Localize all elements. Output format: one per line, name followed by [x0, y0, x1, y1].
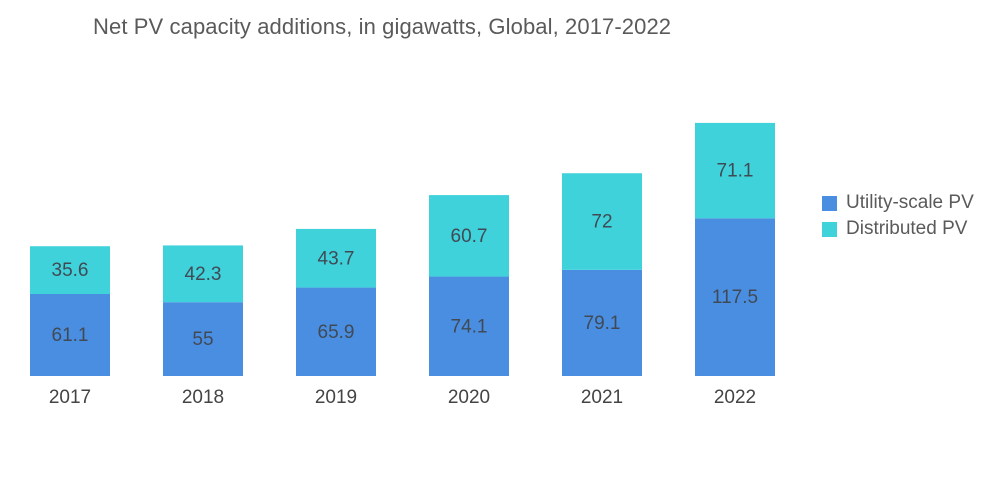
value-label-utility-scale-pv-2021: 79.1 [584, 313, 621, 334]
x-tick-label-2021: 2021 [581, 387, 623, 408]
bar-utility-scale-pv-2018 [163, 302, 243, 376]
bar-utility-scale-pv-2017 [30, 294, 110, 376]
legend-label: Distributed PV [846, 218, 968, 239]
x-tick-label-2022: 2022 [714, 387, 756, 408]
bar-distributed-pv-2022 [695, 122, 775, 219]
value-label-distributed-pv-2020: 60.7 [451, 226, 488, 247]
legend-item-distributed[interactable]: Distributed PV [822, 216, 974, 242]
x-tick-label-2020: 2020 [448, 387, 490, 408]
value-label-utility-scale-pv-2017: 61.1 [52, 325, 89, 346]
value-label-utility-scale-pv-2019: 65.9 [318, 322, 355, 343]
x-tick-label-2017: 2017 [49, 387, 91, 408]
value-label-utility-scale-pv-2018: 55 [192, 329, 213, 350]
legend-item-utility-scale[interactable]: Utility-scale PV [822, 190, 974, 216]
value-label-utility-scale-pv-2022: 117.5 [712, 287, 758, 308]
x-tick-label-2019: 2019 [315, 387, 357, 408]
bar-utility-scale-pv-2022 [695, 218, 775, 376]
x-tick-label-2018: 2018 [182, 387, 224, 408]
legend-label: Utility-scale PV [846, 192, 974, 213]
bar-distributed-pv-2020 [429, 195, 509, 277]
value-label-distributed-pv-2022: 71.1 [717, 161, 754, 182]
bar-utility-scale-pv-2021 [562, 269, 642, 376]
bars-group [30, 122, 775, 376]
bar-distributed-pv-2017 [30, 246, 110, 295]
x-axis-ticks: 2017 2018 2019 2020 2021 2022 [49, 387, 756, 408]
bar-distributed-pv-2018 [163, 245, 243, 303]
legend-swatch-distributed [822, 221, 837, 237]
legend-swatch-utility-scale [822, 195, 837, 211]
chart-title: Net PV capacity additions, in gigawatts,… [93, 14, 672, 39]
value-label-distributed-pv-2021: 72 [591, 212, 612, 233]
value-labels-group: 61.1 35.6 55 42.3 65.9 43.7 74.1 60.7 79.1 72 117.… [52, 161, 759, 350]
bar-distributed-pv-2019 [296, 228, 376, 288]
value-label-distributed-pv-2019: 43.7 [318, 248, 355, 269]
value-label-distributed-pv-2017: 35.6 [52, 260, 89, 281]
bar-distributed-pv-2021 [562, 173, 642, 270]
bar-utility-scale-pv-2019 [296, 287, 376, 376]
legend: Utility-scale PV Distributed PV [822, 190, 974, 242]
bar-utility-scale-pv-2020 [429, 276, 509, 376]
value-label-distributed-pv-2018: 42.3 [185, 264, 222, 285]
value-label-utility-scale-pv-2020: 74.1 [451, 316, 488, 337]
